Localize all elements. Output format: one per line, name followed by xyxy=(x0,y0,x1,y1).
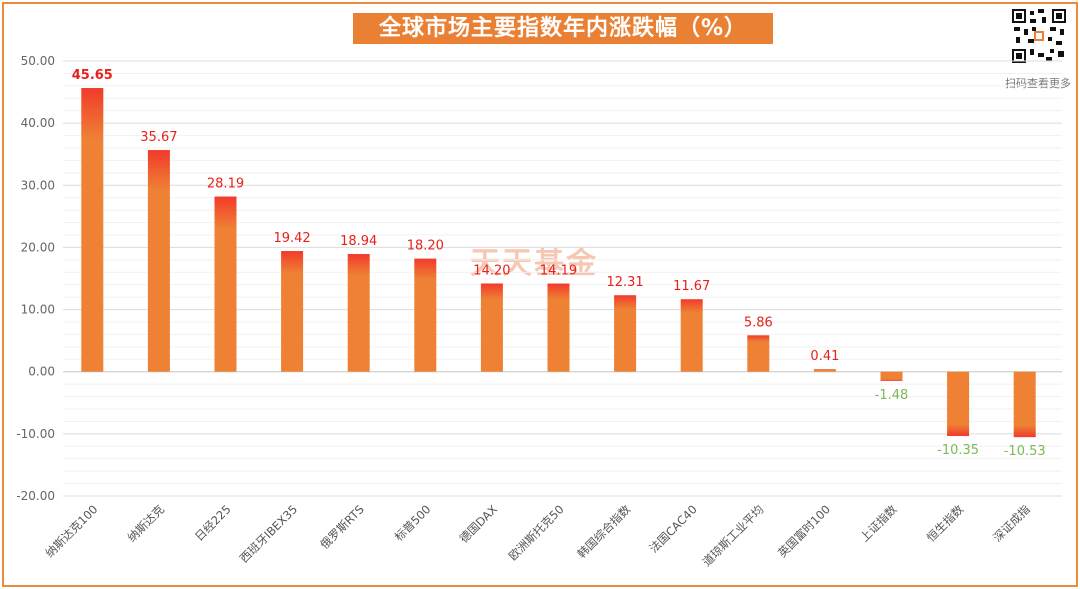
x-tick-label: 道琼斯工业平均 xyxy=(700,502,767,569)
y-tick-label: -10.00 xyxy=(16,427,55,441)
bar xyxy=(214,196,237,372)
x-tick-label: 纳斯达克100 xyxy=(42,502,100,560)
x-tick-label: 纳斯达克 xyxy=(125,502,168,545)
y-tick-label: 40.00 xyxy=(21,116,55,130)
watermark: 天天基金 xyxy=(470,246,598,281)
x-tick-label: 恒生指数 xyxy=(924,502,967,545)
bar xyxy=(947,371,970,437)
data-label: 0.41 xyxy=(810,349,839,364)
bar xyxy=(1013,371,1036,438)
x-tick-label: 英国富时100 xyxy=(775,502,833,560)
data-label: 18.94 xyxy=(340,234,377,249)
data-label: 12.31 xyxy=(606,275,643,290)
x-tick-label: 欧洲斯托克50 xyxy=(506,502,567,563)
data-label: -10.35 xyxy=(937,443,979,458)
bar xyxy=(147,150,170,372)
data-label: 5.86 xyxy=(744,315,773,330)
chart-title: 全球市场主要指数年内涨跌幅（%） xyxy=(353,13,773,44)
x-tick-label: 上证指数 xyxy=(857,502,900,545)
x-tick-label: 德国DAX xyxy=(457,502,501,546)
data-label: 14.20 xyxy=(473,263,510,278)
x-tick-label: 法国CAC40 xyxy=(647,502,700,555)
y-tick-label: 50.00 xyxy=(21,54,55,68)
bar xyxy=(480,283,503,372)
data-label: 19.42 xyxy=(273,231,310,246)
bar xyxy=(347,254,370,372)
y-tick-label: 10.00 xyxy=(21,303,55,317)
bar xyxy=(747,335,770,372)
qr-code-icon[interactable] xyxy=(1012,9,1066,63)
data-label: 11.67 xyxy=(673,279,710,294)
y-tick-label: -20.00 xyxy=(16,489,55,503)
bar xyxy=(281,251,304,372)
bar xyxy=(880,371,903,381)
y-tick-label: 0.00 xyxy=(28,365,55,379)
y-tick-label: 30.00 xyxy=(21,178,55,192)
data-label: -1.48 xyxy=(875,388,909,403)
qr-caption: 扫码查看更多 xyxy=(1005,77,1071,90)
bar xyxy=(680,299,703,372)
data-label: 18.20 xyxy=(407,239,444,254)
y-tick-label: 20.00 xyxy=(21,240,55,254)
data-label: 28.19 xyxy=(207,177,244,192)
x-tick-label: 西班牙IBEX35 xyxy=(237,502,300,565)
bar xyxy=(547,283,570,372)
x-tick-label: 韩国综合指数 xyxy=(575,502,634,561)
data-label: -10.53 xyxy=(1004,444,1046,459)
x-tick-label: 俄罗斯RTS xyxy=(317,502,366,551)
data-label: 45.65 xyxy=(72,68,113,83)
data-label: 14.19 xyxy=(540,264,577,279)
bar xyxy=(81,88,104,372)
bar xyxy=(813,369,836,372)
x-tick-label: 日经225 xyxy=(192,502,234,544)
bar xyxy=(614,295,637,372)
x-tick-label: 标普500 xyxy=(392,502,434,544)
bar xyxy=(414,258,437,372)
x-tick-label: 深证成指 xyxy=(990,502,1032,544)
data-label: 35.67 xyxy=(140,130,177,145)
